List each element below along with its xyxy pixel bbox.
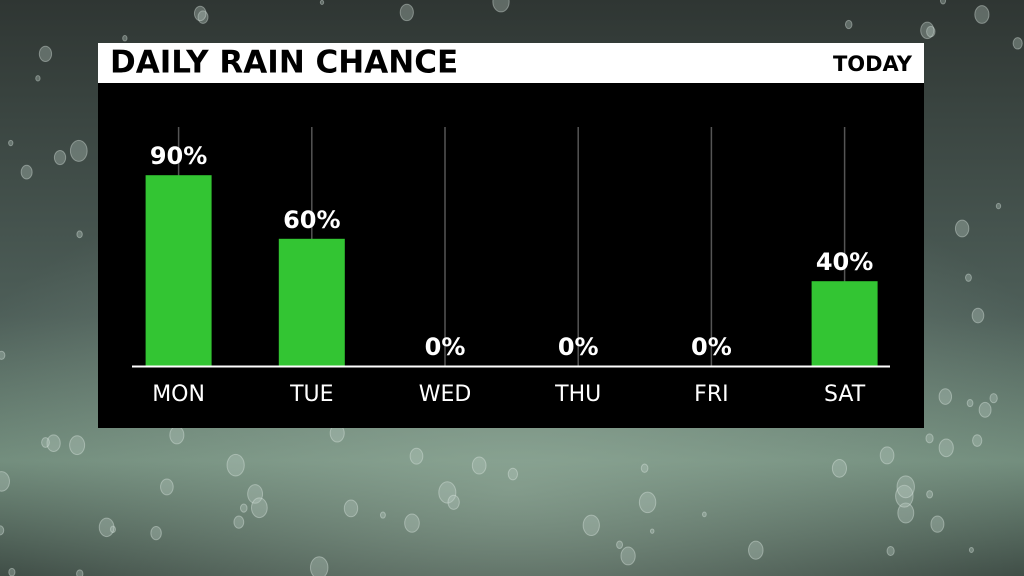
raindrop bbox=[895, 484, 914, 508]
raindrop bbox=[897, 502, 915, 524]
raindrop bbox=[0, 471, 10, 492]
bar bbox=[145, 175, 212, 366]
value-label: 0% bbox=[425, 333, 466, 361]
raindrop bbox=[938, 438, 954, 458]
x-tick-label: MON bbox=[152, 382, 205, 407]
raindrop bbox=[995, 202, 1002, 210]
bar bbox=[278, 238, 345, 366]
raindrop bbox=[831, 458, 848, 478]
bar bbox=[811, 281, 878, 366]
chart-subtitle: TODAY bbox=[833, 52, 913, 76]
raindrop bbox=[122, 35, 128, 42]
raindrop bbox=[954, 219, 970, 238]
raindrop bbox=[41, 437, 50, 448]
raindrop bbox=[896, 475, 915, 499]
x-tick-label: WED bbox=[419, 382, 472, 407]
value-label: 60% bbox=[283, 206, 340, 234]
raindrop bbox=[409, 447, 424, 465]
x-tick-label: THU bbox=[554, 382, 601, 407]
raindrop bbox=[989, 393, 998, 404]
raindrop bbox=[748, 540, 764, 560]
value-label: 0% bbox=[558, 333, 599, 361]
raindrop bbox=[46, 434, 61, 452]
raindrop bbox=[974, 5, 990, 24]
raindrop bbox=[447, 494, 460, 510]
title-bar bbox=[98, 43, 924, 83]
raindrop bbox=[399, 3, 414, 22]
raindrop bbox=[69, 435, 86, 456]
chart-title: DAILY RAIN CHANCE bbox=[110, 45, 458, 81]
value-label: 0% bbox=[691, 333, 732, 361]
raindrop bbox=[98, 517, 115, 538]
raindrop bbox=[507, 467, 519, 481]
raindrop bbox=[492, 0, 510, 13]
raindrop bbox=[343, 499, 359, 518]
raindrop bbox=[319, 0, 325, 5]
raindrop bbox=[0, 525, 5, 536]
raindrop bbox=[69, 139, 88, 162]
raindrop bbox=[920, 21, 935, 40]
raindrop bbox=[35, 75, 41, 82]
raindrop bbox=[250, 497, 268, 519]
raindrop bbox=[886, 545, 895, 556]
raindrop bbox=[965, 273, 972, 282]
raindrop bbox=[438, 481, 457, 504]
raindrop bbox=[844, 19, 853, 30]
raindrop bbox=[620, 546, 636, 566]
raindrop bbox=[150, 526, 162, 541]
raindrop bbox=[616, 540, 624, 549]
raindrop bbox=[247, 484, 264, 504]
raindrop bbox=[233, 515, 245, 529]
raindrop bbox=[76, 569, 84, 576]
raindrop bbox=[879, 446, 895, 465]
raindrop bbox=[640, 463, 649, 473]
raindrop bbox=[20, 164, 33, 180]
raindrop bbox=[1012, 37, 1023, 50]
raindrop bbox=[193, 5, 207, 22]
raindrop bbox=[160, 478, 174, 496]
x-tick-label: SAT bbox=[824, 382, 866, 407]
raindrop bbox=[109, 525, 116, 534]
raindrop bbox=[8, 567, 16, 576]
raindrop bbox=[972, 434, 983, 447]
raindrop bbox=[638, 491, 657, 514]
raindrop bbox=[968, 546, 974, 553]
value-label: 90% bbox=[150, 142, 207, 170]
x-tick-label: TUE bbox=[289, 382, 333, 407]
raindrop bbox=[925, 433, 934, 444]
raindrop bbox=[169, 425, 185, 445]
raindrop bbox=[702, 511, 707, 518]
raindrop bbox=[76, 230, 83, 239]
raindrop bbox=[226, 453, 245, 477]
raindrop bbox=[971, 307, 985, 324]
raindrop bbox=[649, 528, 655, 534]
plot: 90% MON 60% TUE 0% WED 0% THU 0% FRI 40% SAT bbox=[145, 127, 878, 407]
raindrop bbox=[930, 515, 945, 533]
raindrop bbox=[38, 45, 53, 63]
raindrop bbox=[0, 350, 6, 360]
raindrop bbox=[309, 556, 329, 576]
raindrop bbox=[582, 514, 600, 536]
chart-panel bbox=[98, 83, 924, 428]
raindrop bbox=[926, 490, 934, 499]
raindrop bbox=[239, 503, 248, 513]
raindrop bbox=[978, 401, 992, 418]
raindrop bbox=[379, 511, 386, 519]
raindrop bbox=[197, 10, 209, 24]
raindrop bbox=[939, 0, 947, 5]
value-label: 40% bbox=[816, 248, 873, 276]
raindrop bbox=[938, 388, 953, 405]
raindrop bbox=[8, 139, 14, 147]
x-tick-label: FRI bbox=[694, 382, 728, 407]
raindrop bbox=[53, 149, 67, 166]
raindrop bbox=[966, 399, 974, 408]
raindrop bbox=[926, 25, 936, 38]
raindrop bbox=[471, 456, 487, 475]
raindrop bbox=[404, 513, 420, 533]
